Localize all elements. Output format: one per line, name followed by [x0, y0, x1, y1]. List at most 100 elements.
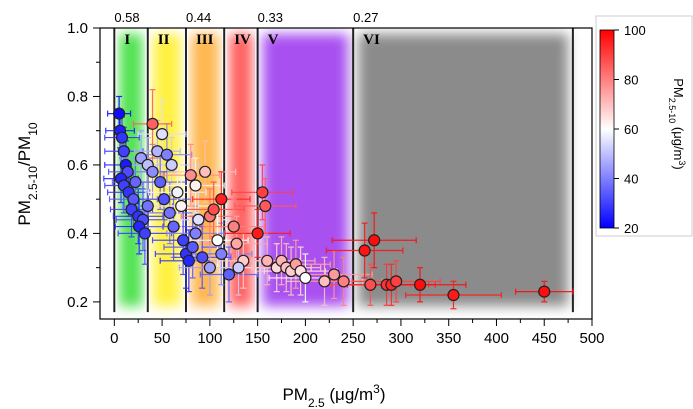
x-tick-label: 0	[110, 330, 118, 347]
data-point	[299, 271, 312, 285]
data-point	[196, 251, 209, 264]
data-point	[364, 278, 377, 291]
data-point	[251, 227, 264, 240]
data-point	[175, 199, 188, 213]
colorbar-tick-label: 20	[624, 221, 638, 236]
x-tick-label: 500	[579, 330, 604, 347]
colorbar-ticks: 20 40 60 80 100	[614, 23, 646, 236]
data-point	[413, 278, 427, 291]
data-points	[113, 107, 551, 302]
boundary-ratio-label: 0.33	[258, 10, 283, 25]
y-axis-title: PM2.5-10/PM10	[15, 122, 40, 225]
data-point	[192, 213, 205, 226]
x-title-base: PM	[282, 385, 308, 404]
colorbar: 20 40 60 80 100 PM2.5-10 (μg/m3)	[595, 15, 693, 237]
data-point	[184, 169, 197, 182]
region-label: V	[268, 32, 279, 48]
data-point	[337, 275, 350, 288]
data-point	[113, 107, 126, 120]
data-point	[155, 128, 169, 141]
data-point	[189, 227, 202, 240]
data-point	[160, 148, 173, 161]
region-label: I	[124, 32, 130, 48]
colorbar-tick-label: 40	[624, 172, 638, 187]
data-point	[227, 220, 240, 233]
data-point	[189, 179, 202, 192]
x-title-sup: 3	[373, 382, 380, 396]
data-point	[447, 288, 460, 302]
data-point	[117, 145, 130, 158]
cbar-title-suffix: (μg/m	[671, 123, 686, 160]
boundary-ratio-label: 0.44	[186, 10, 211, 25]
x-tick-label: 100	[197, 330, 222, 347]
data-point	[177, 234, 190, 247]
data-point	[171, 186, 184, 199]
data-point	[368, 234, 381, 247]
data-point	[127, 193, 140, 206]
region-label: III	[196, 32, 214, 48]
x-tick-label: 250	[341, 330, 366, 347]
data-point	[141, 199, 154, 213]
data-point	[186, 241, 199, 254]
data-point	[163, 206, 176, 219]
region-label: VI	[363, 32, 380, 48]
data-point	[390, 275, 403, 288]
boundary-ratio-label: 0.27	[353, 10, 378, 25]
boundary-ratio-labels: 0.58 0.44 0.33 0.27	[114, 10, 378, 25]
x-tick-label: 450	[532, 330, 557, 347]
region-label: II	[158, 32, 170, 48]
y-title-sub2: 10	[26, 122, 40, 136]
boundary-ratio-label: 0.58	[114, 10, 139, 25]
data-point	[165, 158, 178, 172]
data-point	[222, 268, 236, 281]
y-axis: 0.2 0.4 0.6 0.8 1.0	[67, 20, 100, 311]
data-point	[167, 220, 180, 233]
data-point	[318, 275, 331, 288]
data-point	[327, 268, 341, 281]
colorbar-title: PM2.5-10 (μg/m3)	[667, 78, 687, 170]
x-tick-label: 350	[436, 330, 461, 347]
data-point	[256, 186, 269, 199]
y-tick-label: 0.4	[67, 225, 88, 242]
data-point	[154, 175, 167, 189]
plot-frame	[99, 27, 593, 320]
data-point	[203, 261, 216, 274]
x-axis-title: PM2.5 (μg/m3)	[282, 382, 385, 409]
x-title-close: )	[380, 385, 386, 404]
x-tick-label: 50	[154, 330, 171, 347]
data-point	[538, 285, 551, 298]
data-point	[215, 193, 228, 206]
y-tick-label: 1.0	[67, 20, 88, 37]
y-title-sub1: 2.5-10	[26, 166, 40, 200]
data-point	[115, 131, 129, 144]
data-point	[232, 261, 245, 274]
data-point	[138, 227, 152, 240]
x-title-suffix: (μg/m	[325, 385, 374, 404]
data-point	[215, 247, 228, 261]
data-point	[259, 199, 272, 213]
y-tick-label: 0.6	[67, 157, 88, 174]
y-title-base: PM	[15, 200, 34, 226]
y-tick-label: 0.8	[67, 88, 88, 105]
x-tick-label: 200	[293, 330, 318, 347]
cbar-title-close: )	[671, 165, 686, 169]
region-label: IV	[234, 32, 251, 48]
cbar-title-sup: 3	[677, 160, 687, 165]
data-point	[146, 165, 159, 178]
cbar-title-base: PM	[671, 78, 686, 98]
region-labels: I II III IV V VI	[124, 32, 380, 48]
x-tick-label: 150	[245, 330, 270, 347]
data-point	[157, 193, 171, 206]
y-tick-label: 0.2	[67, 294, 88, 311]
y-title-mid: /PM	[15, 136, 34, 166]
x-title-sub: 2.5	[308, 396, 325, 409]
x-tick-label: 300	[388, 330, 413, 347]
data-point	[230, 237, 243, 250]
data-point	[182, 254, 195, 267]
data-point	[211, 234, 224, 247]
data-point	[146, 117, 159, 130]
x-tick-label: 400	[484, 330, 509, 347]
region-6	[353, 28, 573, 313]
x-axis: 0 50 100 150 200 250 300 350 400 450 500	[110, 319, 605, 347]
